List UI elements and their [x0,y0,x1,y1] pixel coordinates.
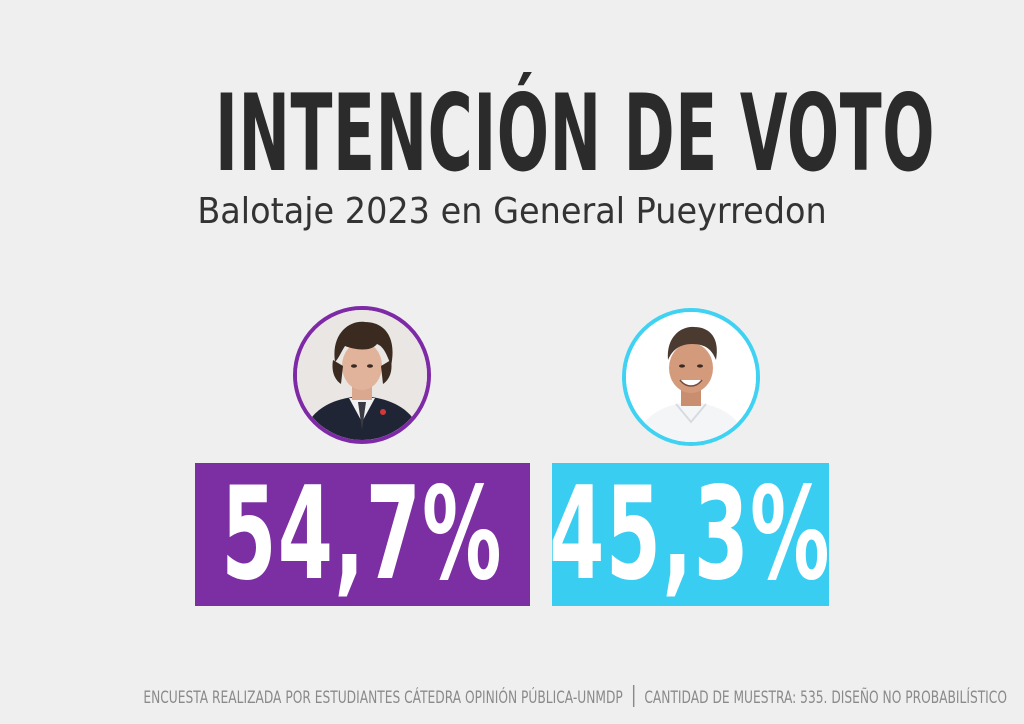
candidate-2-avatar [622,308,760,446]
candidate-2-result: 45,3% [552,463,829,606]
candidate-1-result-box: 54,7% [195,463,530,606]
candidate-1-result: 54,7% [221,463,504,606]
footer-sample: CANTIDAD DE MUESTRA: 535. DISEÑO NO PROB… [644,688,1007,708]
candidate-1-avatar [293,306,431,444]
candidate-1-portrait-icon [297,310,427,440]
footer-note: ENCUESTA REALIZADA POR ESTUDIANTES CÁTED… [143,685,1007,710]
subtitle: Balotaje 2023 en General Pueyrredon [197,191,827,232]
footer-divider [632,685,635,707]
candidate-2-portrait-icon [626,312,756,442]
main-title: INTENCIÓN DE VOTO [215,72,936,195]
footer-source: ENCUESTA REALIZADA POR ESTUDIANTES CÁTED… [143,688,623,708]
candidate-2-result-box: 45,3% [552,463,829,606]
